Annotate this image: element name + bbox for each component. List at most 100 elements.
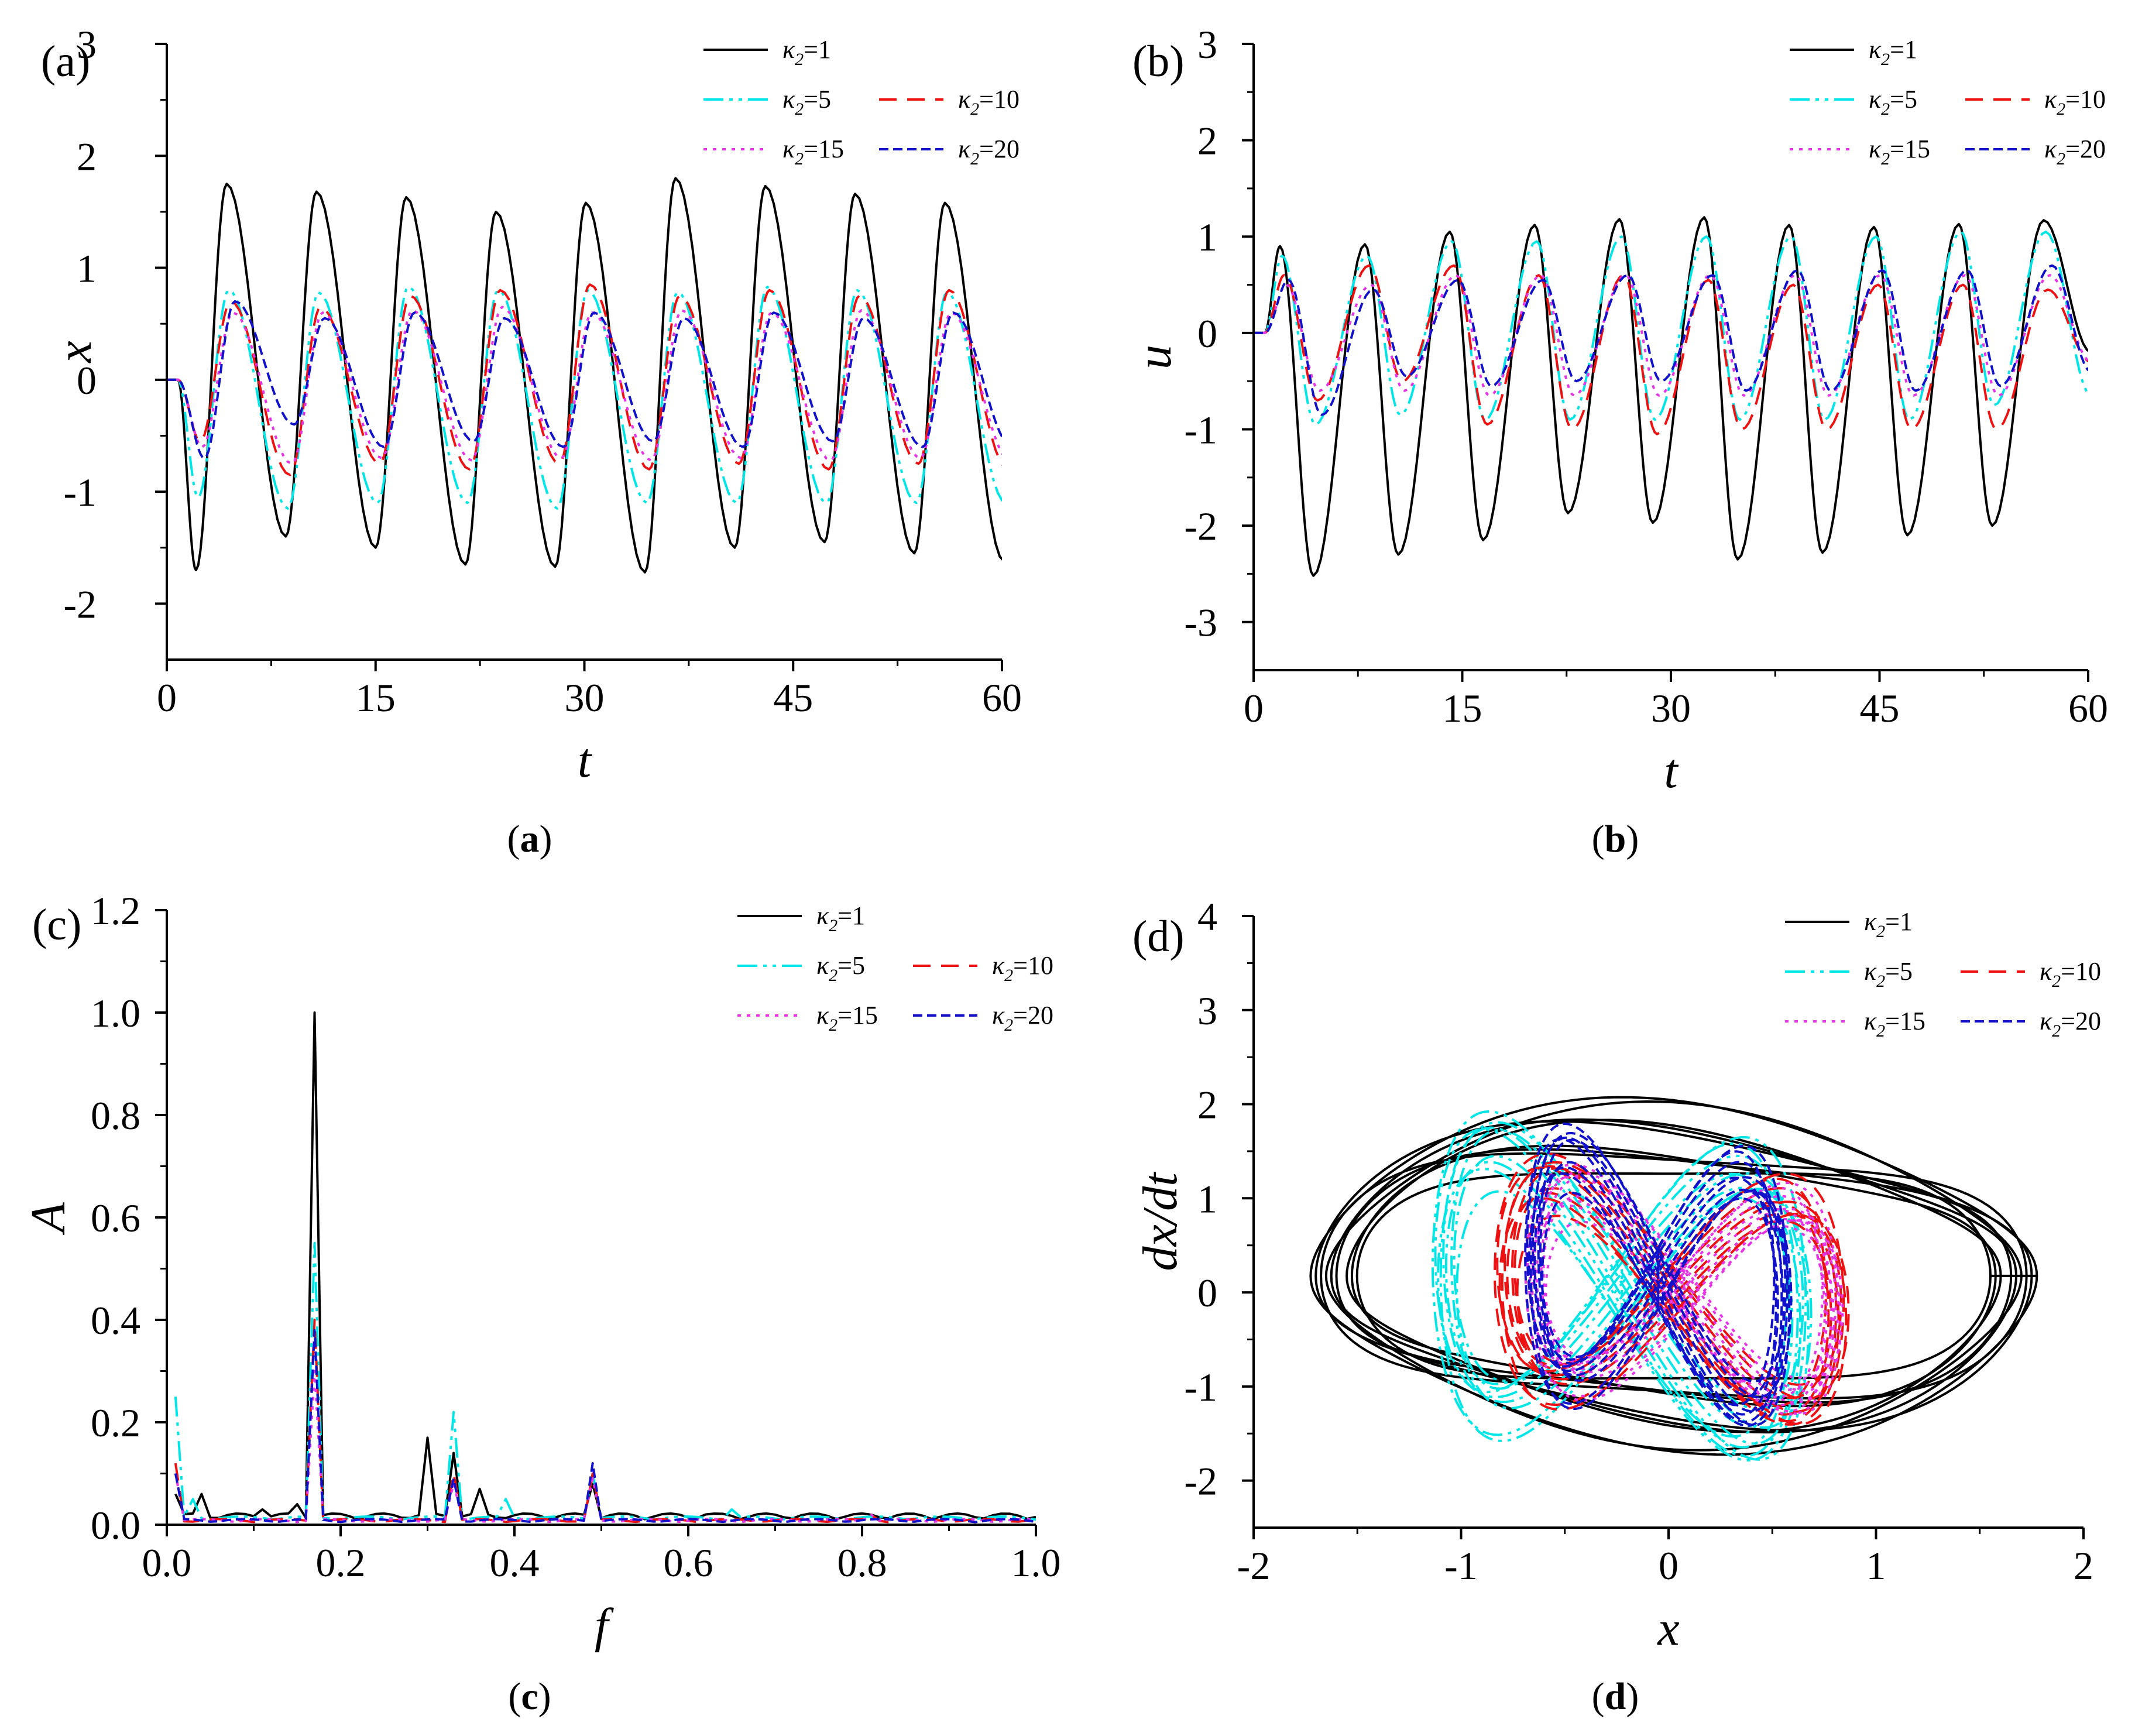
series-line-c-4	[174, 1329, 1036, 1524]
y-tick-label: 4	[1197, 894, 1217, 939]
y-tick-label: -2	[1184, 504, 1217, 548]
series-line-b-4	[1254, 264, 2088, 416]
y-tick-label: -1	[1184, 1365, 1217, 1409]
plot-area-d	[1309, 1096, 2038, 1461]
legend-label: κ2=10	[2040, 957, 2101, 991]
y-axis-label: dx/dt	[1133, 1171, 1187, 1271]
series-line-c-0	[174, 1011, 1036, 1521]
x-tick-label: 0.0	[142, 1541, 192, 1585]
y-axis-label: x	[47, 341, 102, 363]
x-tick-label: 0.2	[316, 1541, 366, 1585]
x-axis-label: x	[1656, 1601, 1679, 1656]
series-line-a-0	[167, 177, 1002, 574]
series-line-a-2	[167, 283, 1002, 476]
series-line-c-3	[174, 1370, 1036, 1524]
panel-label: (b)	[1132, 37, 1185, 86]
legend: κ2=1 κ2=5 κ2=10 κ2=15 κ2=20	[1785, 907, 2101, 1041]
legend-label: κ2=1	[1864, 907, 1913, 941]
series-line-d-4	[1524, 1122, 1793, 1427]
series-line-b-1	[1254, 231, 2088, 426]
series-line-a-3	[167, 306, 1002, 465]
legend-label: κ2=1	[816, 901, 865, 935]
y-axis-label: u	[1127, 345, 1182, 369]
panel-label: (a)	[41, 37, 90, 86]
y-tick-label: 1	[77, 246, 97, 291]
legend-label: κ2=15	[1869, 135, 1930, 169]
legend-label: κ2=20	[992, 1001, 1053, 1035]
x-tick-label: -1	[1444, 1543, 1478, 1588]
x-tick-label: -2	[1237, 1543, 1271, 1588]
legend-label: κ2=5	[1869, 85, 1917, 119]
panel-caption: (c)	[508, 1675, 551, 1718]
legend-label: κ2=15	[1864, 1007, 1925, 1041]
series-line-c-2	[174, 1319, 1036, 1524]
series-line-b-0	[1254, 216, 2088, 577]
x-tick-label: 60	[2068, 686, 2108, 730]
x-tick-label: 0.8	[837, 1541, 887, 1585]
panel-caption: (b)	[1592, 818, 1639, 860]
y-tick-label: -2	[63, 582, 97, 626]
plot-area-b	[1254, 216, 2088, 577]
y-tick-label: 0.6	[91, 1196, 140, 1240]
x-tick-label: 0.4	[490, 1541, 540, 1585]
y-axis-label: A	[21, 1202, 75, 1236]
x-tick-label: 15	[1443, 686, 1482, 730]
y-tick-label: 1	[1197, 1176, 1217, 1221]
y-tick-label: 0	[77, 358, 97, 403]
legend-label: κ2=20	[2040, 1007, 2101, 1041]
panel-caption: (a)	[507, 818, 552, 860]
x-axis-label: f	[595, 1598, 615, 1653]
y-tick-label: 3	[77, 22, 97, 67]
x-tick-label: 45	[773, 675, 813, 720]
plot-area-a	[167, 177, 1002, 574]
legend: κ2=1 κ2=5 κ2=10 κ2=15 κ2=20	[703, 35, 1020, 169]
legend-label: κ2=5	[782, 85, 831, 119]
x-tick-label: 1	[1866, 1543, 1886, 1588]
series-line-a-1	[167, 286, 1002, 510]
x-tick-label: 0	[1244, 686, 1264, 730]
legend-label: κ2=15	[816, 1001, 878, 1035]
series-line-d-0	[1309, 1096, 2038, 1456]
legend: κ2=1 κ2=5 κ2=10 κ2=15 κ2=20	[737, 901, 1053, 1035]
legend-label: κ2=20	[2044, 135, 2106, 169]
y-tick-label: 0.8	[91, 1093, 140, 1138]
y-tick-label: 1.2	[91, 888, 140, 933]
x-tick-label: 0.6	[664, 1541, 713, 1585]
y-tick-label: -1	[1184, 407, 1217, 452]
panel-c: 0.0 0.2 0.4 0.6 0.8 1.0 0.0 0.2 0.4 0.6 0.8 1.0 1.2 f…	[21, 888, 1061, 1718]
legend-label: κ2=5	[816, 951, 865, 985]
panel-caption: (d)	[1592, 1675, 1639, 1718]
y-tick-label: -1	[63, 470, 97, 514]
x-tick-label: 60	[982, 675, 1022, 720]
panel-label: (d)	[1132, 912, 1185, 961]
series-line-d-3	[1524, 1163, 1844, 1416]
x-tick-label: 2	[2074, 1543, 2093, 1588]
y-tick-label: 2	[1197, 119, 1217, 163]
x-tick-label: 1.0	[1011, 1541, 1061, 1585]
x-axis-label: t	[1664, 744, 1679, 798]
legend-label: κ2=10	[992, 951, 1053, 985]
y-tick-label: 3	[1197, 22, 1217, 67]
y-tick-label: 1.0	[91, 991, 140, 1035]
legend-label: κ2=1	[782, 35, 831, 69]
x-axis-label: t	[578, 733, 593, 788]
x-tick-label: 45	[1860, 686, 1900, 730]
panel-b: 0 15 30 45 60 -3 -2 -1 0 1 2 3 t u (b) (b) κ2=1 κ2=5 κ2=10…	[1127, 22, 2108, 860]
x-tick-label: 0	[157, 675, 177, 720]
y-tick-label: -2	[1184, 1459, 1217, 1504]
legend-label: κ2=10	[958, 85, 1020, 119]
series-line-a-4	[167, 300, 1002, 459]
y-tick-label: 1	[1197, 215, 1217, 259]
y-tick-label: 0	[1197, 311, 1217, 356]
y-tick-label: 3	[1197, 989, 1217, 1033]
legend-label: κ2=15	[782, 135, 844, 169]
legend-label: κ2=1	[1869, 35, 1917, 69]
legend-label: κ2=10	[2044, 85, 2106, 119]
y-tick-label: 0.2	[91, 1401, 140, 1445]
series-line-c-1	[174, 1241, 1036, 1521]
panel-label: (c)	[32, 900, 81, 949]
legend-label: κ2=5	[1864, 957, 1913, 991]
x-tick-label: 15	[356, 675, 396, 720]
